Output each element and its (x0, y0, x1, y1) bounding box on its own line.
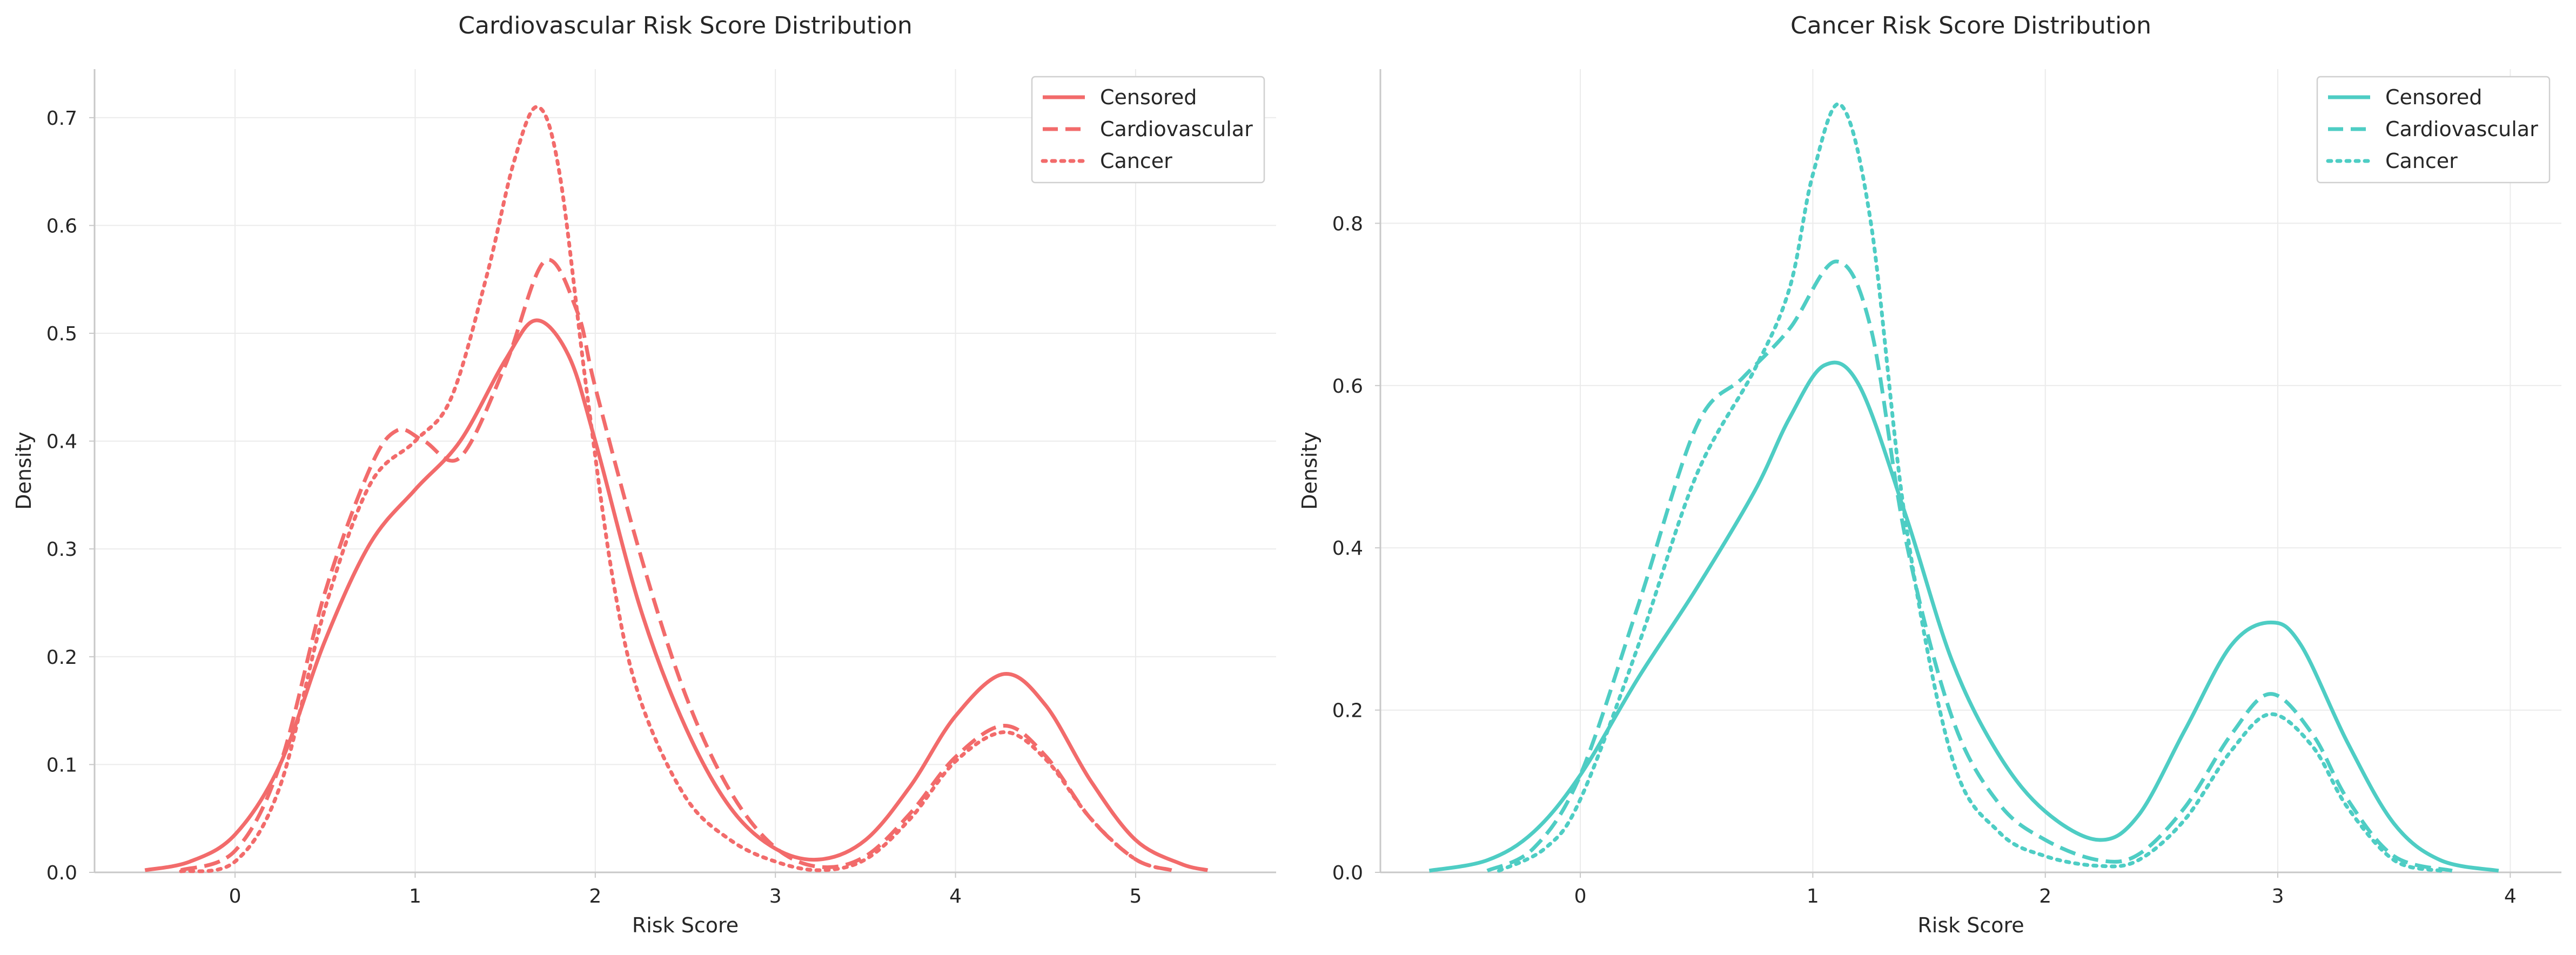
series-line-cancer (179, 105, 1174, 873)
x-tick-label: 2 (2039, 885, 2051, 907)
y-tick-label: 0.4 (46, 431, 77, 453)
series-line-censored (1428, 360, 2499, 873)
chart-title: Cancer Risk Score Distribution (1790, 12, 2151, 39)
y-axis-label: Density (1298, 432, 1321, 509)
legend-frame (1031, 76, 1265, 184)
series-line-cardiovascular (180, 258, 1172, 872)
x-tick-label: 5 (1130, 885, 1142, 907)
x-tick-label: 3 (769, 885, 782, 907)
series-line-cancer (1497, 102, 2443, 873)
y-tick-label: 0.6 (1332, 375, 1363, 398)
legend-label-cancer: Cancer (2385, 149, 2458, 173)
series-line-censored (144, 318, 1209, 872)
series-line-cardiovascular (1486, 259, 2453, 873)
chart-cardiovascular: 0 1 2 3 4 5 0.0 0.1 0.2 0.3 0.4 0.5 0.6 0.7 Cardiovasc… (12, 12, 1276, 937)
y-tick-label: 0.0 (1332, 862, 1363, 884)
y-axis-label: Density (12, 432, 36, 509)
legend-label-cardiovascular: Cardiovascular (2385, 117, 2538, 141)
chart-cancer: 0 1 2 3 4 0.0 0.2 0.4 0.6 0.8 Cancer Risk Score Di… (1298, 12, 2561, 937)
x-tick-label: 0 (229, 885, 242, 907)
y-tick-label: 0.1 (46, 754, 77, 776)
y-tick-label: 0.5 (46, 323, 77, 345)
y-tick-label: 0.7 (46, 107, 77, 130)
legend-label-cancer: Cancer (1100, 149, 1172, 173)
x-tick-label: 4 (2504, 885, 2517, 907)
legend-frame (2316, 76, 2551, 184)
y-tick-label: 0.0 (46, 862, 77, 884)
x-axis-label: Risk Score (632, 913, 739, 937)
legend: Censored Cardiovascular Cancer (1031, 76, 1265, 184)
x-tick-label: 1 (409, 885, 421, 907)
x-tick-label: 2 (589, 885, 601, 907)
x-axis-label: Risk Score (1917, 913, 2024, 937)
legend-label-cardiovascular: Cardiovascular (1100, 117, 1253, 141)
legend-label-censored: Censored (2385, 85, 2482, 109)
legend-label-censored: Censored (1100, 85, 1197, 109)
y-tick-label: 0.3 (46, 539, 77, 561)
y-tick-label: 0.6 (46, 215, 77, 237)
legend: Censored Cardiovascular Cancer (2316, 76, 2551, 184)
y-tick-label: 0.4 (1332, 537, 1363, 560)
x-tick-label: 1 (1807, 885, 1819, 907)
y-tick-label: 0.2 (1332, 700, 1363, 722)
x-tick-label: 3 (2272, 885, 2284, 907)
x-tick-label: 4 (949, 885, 962, 907)
x-tick-label: 0 (1574, 885, 1587, 907)
chart-title: Cardiovascular Risk Score Distribution (458, 12, 912, 39)
y-tick-label: 0.2 (46, 647, 77, 669)
y-tick-label: 0.8 (1332, 213, 1363, 235)
